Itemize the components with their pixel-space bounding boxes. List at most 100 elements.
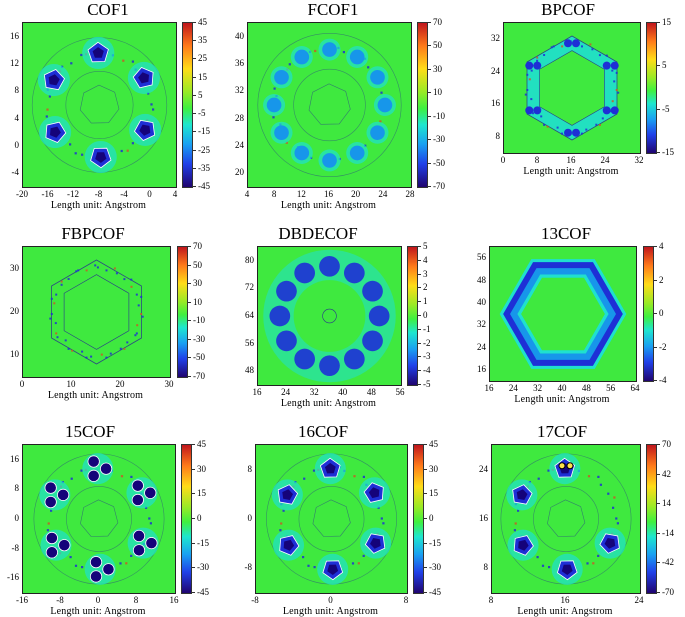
colorbar-tick-label: -30 xyxy=(188,333,205,344)
x-tick-label: 16 xyxy=(252,387,262,397)
atom-marker xyxy=(96,266,99,269)
colorbar-tick-label: 45 xyxy=(424,439,438,449)
ring-core xyxy=(362,330,383,352)
colorbar-tick-label: 70 xyxy=(657,439,671,449)
atom-marker xyxy=(272,116,275,119)
atom-marker xyxy=(105,356,108,359)
y-tick-label: 20 xyxy=(10,306,19,316)
colorbar-tick-label: -5 xyxy=(657,103,670,114)
atom-marker xyxy=(524,93,527,96)
colorbar-tick-label: -3 xyxy=(418,351,431,362)
y-tick-label: 32 xyxy=(477,319,486,330)
ring-core xyxy=(368,305,390,327)
atom-marker xyxy=(353,475,356,478)
atom-marker xyxy=(115,272,118,275)
colorbar-tick-label: -30 xyxy=(192,562,209,573)
atom-marker xyxy=(548,566,551,569)
x-tick-label: -8 xyxy=(94,189,103,199)
x-tick-label: 20 xyxy=(115,379,125,389)
atom-marker xyxy=(615,71,618,74)
map-svg xyxy=(23,445,175,593)
atom-marker xyxy=(587,475,591,478)
atom-marker xyxy=(581,45,583,48)
y-tick-label: -4 xyxy=(11,167,20,178)
ring-core xyxy=(144,486,157,499)
y-tick-label: -8 xyxy=(244,562,253,573)
atom-marker xyxy=(55,332,58,335)
colorbar-tick-label: -35 xyxy=(193,162,210,173)
ring-core xyxy=(45,531,58,545)
y-tick-label: 80 xyxy=(245,254,254,265)
y-tick-label: 8 xyxy=(495,130,501,141)
y-tick-label: 36 xyxy=(235,58,244,68)
pore-outline xyxy=(308,83,351,125)
panel-title: 16COF xyxy=(297,422,349,441)
atom-marker xyxy=(536,56,539,59)
colorbar-tick-label: -1 xyxy=(418,323,431,334)
panel-title: 13COF xyxy=(540,224,592,243)
ring-core xyxy=(572,39,580,48)
y-tick-label: 30 xyxy=(10,262,19,273)
atom-marker xyxy=(56,336,59,339)
ring-core xyxy=(87,455,100,468)
atom-marker xyxy=(94,264,97,267)
x-tick-label: 24 xyxy=(508,383,518,393)
atom-marker xyxy=(303,477,306,480)
y-tick-label: 40 xyxy=(477,296,486,307)
colorbar xyxy=(177,246,188,378)
y-tick-label: 8 xyxy=(14,483,20,494)
colorbar-tick-label: 3 xyxy=(418,268,428,279)
atom-marker xyxy=(120,475,124,478)
colorbar-tick-label: 15 xyxy=(193,71,207,82)
atom-marker xyxy=(80,469,83,472)
x-tick-label: 8 xyxy=(534,155,540,165)
x-tick-label: -16 xyxy=(41,189,54,199)
atom-marker xyxy=(77,269,80,272)
hexagon-frame xyxy=(51,259,142,365)
atom-marker xyxy=(597,554,600,557)
y-tick-label: 72 xyxy=(245,282,254,293)
potential-map xyxy=(22,22,177,188)
potential-map xyxy=(22,444,176,594)
colorbar-tick-label: 14 xyxy=(657,498,671,509)
y-tick-label: 24 xyxy=(235,140,244,150)
ring-core xyxy=(533,61,542,70)
ring-core xyxy=(370,125,385,141)
contour-line xyxy=(65,71,134,139)
atom-marker xyxy=(109,352,112,355)
atom-marker xyxy=(147,92,150,95)
ring-core xyxy=(100,462,113,475)
ring-core xyxy=(294,145,310,161)
x-tick-label: 56 xyxy=(606,383,616,393)
x-tick-label: 56 xyxy=(395,387,405,397)
colorbar-tick-label: -10 xyxy=(428,110,445,121)
atom-marker xyxy=(357,562,360,565)
atom-marker xyxy=(46,108,49,111)
atom-marker xyxy=(125,562,128,565)
y-tick-label: 0 xyxy=(14,140,20,150)
y-tick-label: -8 xyxy=(11,542,20,553)
pore-outline xyxy=(312,499,351,537)
x-tick-label: -20 xyxy=(16,189,28,199)
atom-marker xyxy=(100,353,103,356)
x-axis-label: Length unit: Angstrom xyxy=(50,606,146,617)
atom-marker xyxy=(528,78,531,81)
ring-core xyxy=(319,355,340,377)
atom-marker xyxy=(53,302,56,305)
colorbar-tick-label: 5 xyxy=(657,60,667,71)
y-tick-label: 12 xyxy=(10,58,19,68)
atom-marker xyxy=(556,126,559,129)
atom-marker xyxy=(70,477,73,480)
y-tick-label: 32 xyxy=(235,85,244,96)
atom-marker xyxy=(561,132,563,135)
y-tick-label: 48 xyxy=(477,274,486,285)
atom-marker xyxy=(288,63,291,66)
colorbar xyxy=(413,444,424,594)
y-tick-label: 8 xyxy=(14,85,20,96)
x-tick-label: -12 xyxy=(67,189,79,199)
ring-core xyxy=(610,61,619,70)
colorbar xyxy=(643,246,654,382)
atom-marker xyxy=(152,108,155,111)
atom-marker xyxy=(54,322,57,325)
colorbar-tick-label: 0 xyxy=(418,310,428,320)
